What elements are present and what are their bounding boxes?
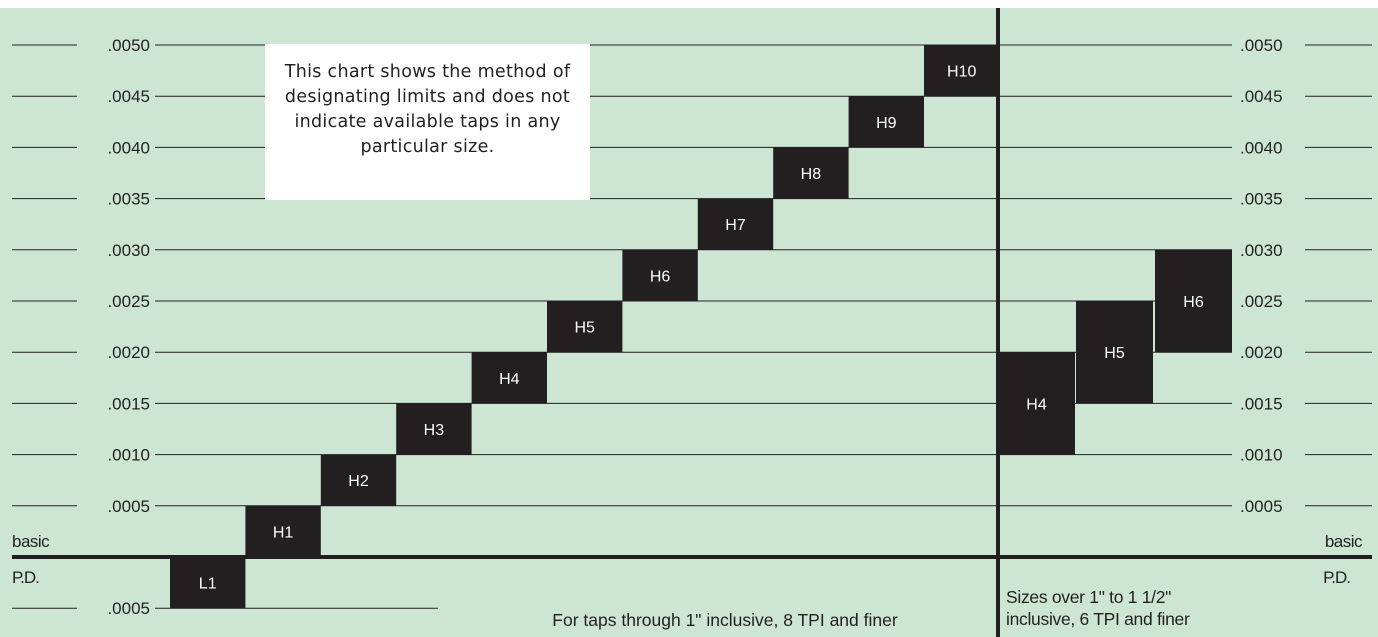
limit-label-l1: L1 (199, 576, 217, 593)
y-tick-label-right: .0015 (1240, 394, 1283, 413)
limit-label-h5: H5 (574, 320, 595, 337)
right-panel-caption-line: Sizes over 1" to 1 1/2" (1006, 587, 1171, 607)
limit-label-h3: H3 (424, 422, 445, 439)
y-tick-label-right: .0020 (1240, 343, 1283, 362)
y-tick-label-right: .0050 (1240, 36, 1283, 55)
y-tick-label-right: .0040 (1240, 138, 1283, 157)
pd-label-right: P.D. (1323, 568, 1350, 587)
limit-bar-h2 (320, 454, 397, 506)
limit-label-large-h4: H4 (1026, 396, 1047, 413)
limit-bar-h10 (924, 45, 1000, 97)
y-tick-label-right: .0035 (1240, 190, 1283, 209)
limit-bar-large-h4 (998, 352, 1075, 455)
limit-bar-large-h6 (1155, 249, 1232, 353)
limit-label-h2: H2 (348, 473, 369, 490)
limit-label-large-h5: H5 (1104, 345, 1125, 362)
y-tick-label-below-basic: .0005 (107, 599, 150, 618)
limit-label-h7: H7 (725, 217, 746, 234)
limit-bar-h3 (396, 403, 472, 455)
limit-bar-h5 (547, 301, 623, 353)
limit-bar-h6 (622, 249, 698, 301)
y-tick-label-right: .0030 (1240, 241, 1283, 260)
chart-note: This chart shows the method of designati… (265, 44, 590, 200)
limit-bar-h8 (773, 147, 849, 199)
limit-label-h9: H9 (876, 115, 897, 132)
limit-label-h6: H6 (650, 268, 671, 285)
y-tick-label-left: .0030 (107, 241, 150, 260)
y-tick-label-left: .0045 (107, 87, 150, 106)
y-tick-label-right: .0005 (1240, 497, 1283, 516)
y-tick-label-left: .0015 (107, 394, 150, 413)
y-tick-label-right: .0025 (1240, 292, 1283, 311)
limit-label-h10: H10 (947, 64, 976, 81)
limit-bar-h1 (245, 505, 321, 557)
pd-label-left: P.D. (12, 568, 39, 587)
y-tick-label-left: .0035 (107, 190, 150, 209)
limit-label-h4: H4 (499, 371, 520, 388)
basic-label-left: basic (12, 532, 50, 551)
y-tick-label-left: .0025 (107, 292, 150, 311)
limit-bar-l1 (170, 557, 246, 609)
limit-label-large-h6: H6 (1183, 294, 1204, 311)
y-tick-label-left: .0010 (107, 446, 150, 465)
y-tick-label-left: .0005 (107, 497, 150, 516)
y-tick-label-left: .0050 (107, 36, 150, 55)
y-tick-label-left: .0020 (107, 343, 150, 362)
y-tick-label-left: .0040 (107, 138, 150, 157)
left-panel-caption: For taps through 1" inclusive, 8 TPI and… (552, 610, 898, 630)
limit-bar-large-h5 (1076, 301, 1153, 404)
limit-bar-h7 (697, 198, 774, 250)
right-panel-caption-line: inclusive, 6 TPI and finer (1006, 609, 1190, 629)
limit-bar-h4 (471, 352, 547, 404)
limit-label-h8: H8 (801, 166, 822, 183)
y-tick-label-right: .0045 (1240, 87, 1283, 106)
limit-label-h1: H1 (273, 524, 294, 541)
limit-bar-h9 (848, 96, 924, 148)
y-tick-label-right: .0010 (1240, 446, 1283, 465)
basic-label-right: basic (1325, 532, 1363, 551)
